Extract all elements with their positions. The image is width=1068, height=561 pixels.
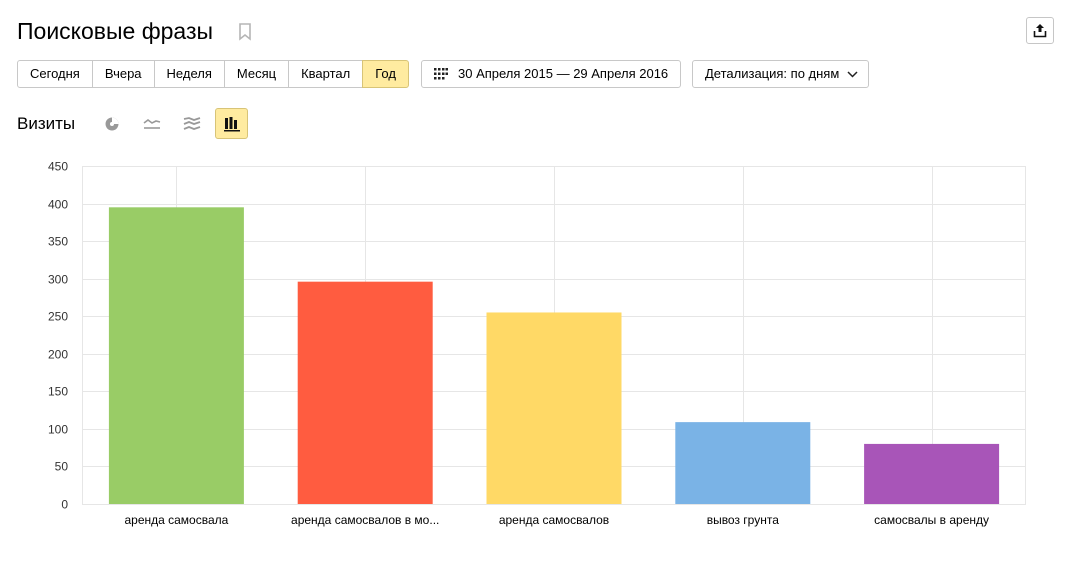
- bar: [675, 422, 811, 504]
- y-tick-label: 250: [48, 310, 68, 324]
- date-range-label: 30 Апреля 2015 — 29 Апреля 2016: [458, 66, 669, 81]
- export-icon: [1033, 23, 1047, 38]
- bar: [108, 207, 244, 505]
- date-range-button[interactable]: 30 Апреля 2015 — 29 Апреля 2016: [421, 60, 682, 88]
- bar: [864, 443, 1000, 504]
- y-tick-label: 350: [48, 235, 68, 249]
- metric-label: Визиты: [17, 114, 76, 133]
- x-tick-label: самосвалы в аренду: [874, 513, 989, 527]
- bar: [297, 281, 433, 504]
- bar-chart-button[interactable]: [215, 108, 248, 139]
- line-chart-button[interactable]: [135, 108, 168, 139]
- bookmark-icon[interactable]: [238, 23, 252, 46]
- pie-chart-button[interactable]: [95, 108, 128, 139]
- line-chart-icon: [143, 118, 161, 130]
- y-tick-label: 0: [61, 498, 68, 512]
- detail-dropdown[interactable]: Детализация: по дням: [692, 60, 870, 88]
- x-tick-label: аренда самосвалов: [499, 513, 609, 527]
- x-tick-label: аренда самосвала: [124, 513, 228, 527]
- page-title: Поисковые фразы: [17, 18, 214, 44]
- period-week-button[interactable]: Неделя: [153, 60, 225, 88]
- period-year-button[interactable]: Год: [362, 60, 409, 88]
- x-tick-label: вывоз грунта: [707, 513, 780, 527]
- bar-chart-icon: [223, 116, 240, 132]
- y-tick-label: 50: [55, 460, 69, 474]
- area-chart-icon: [183, 116, 201, 131]
- plot-area: [82, 166, 1026, 505]
- period-yesterday-button[interactable]: Вчера: [91, 60, 155, 88]
- calendar-icon: [434, 68, 448, 80]
- export-button[interactable]: [1026, 17, 1054, 44]
- y-tick-label: 100: [48, 423, 68, 437]
- y-tick-label: 400: [48, 198, 68, 212]
- bar: [486, 312, 622, 504]
- pie-chart-icon: [104, 116, 120, 132]
- area-chart-button[interactable]: [175, 108, 208, 139]
- y-tick-label: 300: [48, 273, 68, 287]
- period-month-button[interactable]: Месяц: [223, 60, 290, 88]
- period-selector: Сегодня Вчера Неделя Месяц Квартал Год: [17, 60, 409, 88]
- x-tick-label: аренда самосвалов в мо...: [291, 513, 439, 527]
- y-tick-label: 200: [48, 348, 68, 362]
- y-tick-label: 150: [48, 385, 68, 399]
- detail-label: Детализация: по дням: [705, 66, 840, 81]
- y-tick-label: 450: [48, 160, 68, 174]
- chevron-down-icon: [847, 70, 858, 78]
